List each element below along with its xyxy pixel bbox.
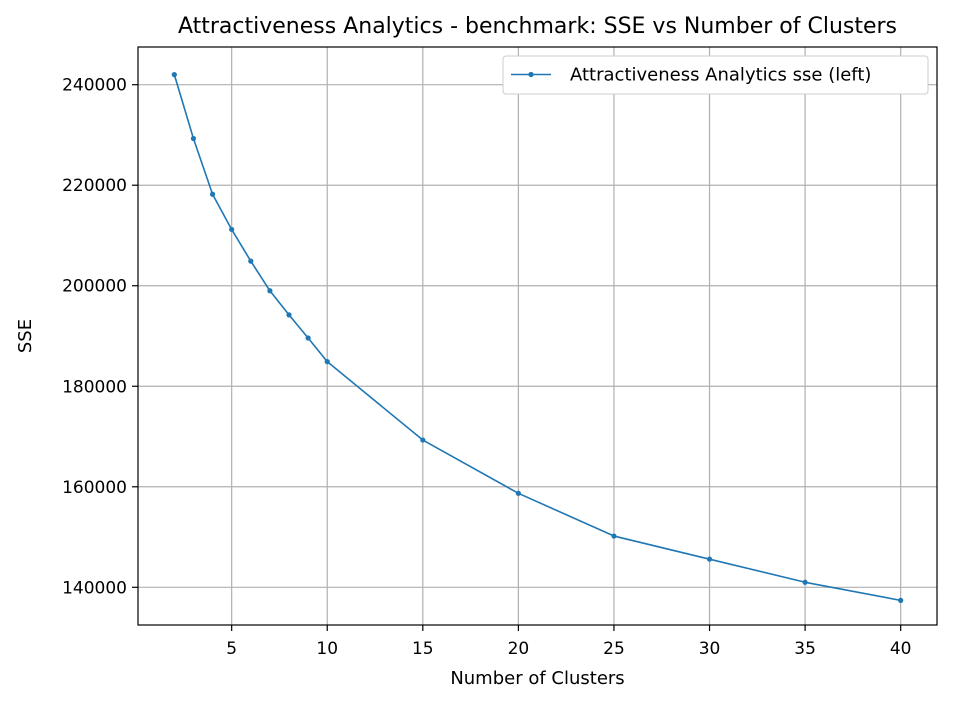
data-point bbox=[267, 288, 273, 294]
data-point bbox=[898, 597, 904, 603]
legend-box bbox=[502, 55, 929, 95]
x-axis-label: Number of Clusters bbox=[450, 668, 624, 689]
y-tick-label: 200000 bbox=[62, 277, 127, 297]
data-point bbox=[515, 490, 521, 496]
legend-marker-swatch bbox=[528, 71, 534, 78]
y-axis-ticks: 140000 160000 180000 200000 220000 240000 bbox=[62, 76, 138, 598]
data-point bbox=[171, 72, 177, 78]
data-point bbox=[305, 335, 311, 341]
x-axis-ticks: 5 10 15 20 25 30 35 40 bbox=[226, 625, 912, 659]
data-point bbox=[706, 556, 713, 562]
x-tick-label: 30 bbox=[699, 639, 721, 659]
data-point bbox=[324, 359, 330, 365]
chart-title: Attractiveness Analytics - benchmark: SS… bbox=[178, 14, 897, 39]
y-tick-label: 180000 bbox=[62, 377, 127, 397]
y-tick-label: 160000 bbox=[62, 478, 127, 498]
x-tick-label: 5 bbox=[226, 639, 237, 659]
y-tick-label: 220000 bbox=[62, 176, 127, 196]
data-point bbox=[190, 135, 197, 142]
legend-entry-label: Attractiveness Analytics sse (left) bbox=[570, 65, 871, 86]
x-tick-label: 35 bbox=[794, 639, 816, 659]
data-point bbox=[802, 579, 808, 585]
y-tick-label: 140000 bbox=[62, 578, 127, 598]
legend: Attractiveness Analytics sse (left) bbox=[502, 55, 929, 95]
data-point bbox=[611, 533, 617, 539]
plot-frame bbox=[137, 46, 938, 626]
x-tick-label: 40 bbox=[890, 639, 912, 659]
y-axis-label: SSE bbox=[15, 319, 36, 353]
data-point bbox=[229, 226, 235, 233]
x-tick-label: 25 bbox=[603, 639, 625, 659]
x-tick-label: 15 bbox=[412, 639, 434, 659]
x-tick-label: 20 bbox=[508, 639, 530, 659]
x-tick-label: 10 bbox=[316, 639, 338, 659]
data-point bbox=[209, 191, 216, 197]
data-point bbox=[286, 312, 292, 318]
series-markers bbox=[171, 72, 904, 603]
data-point bbox=[248, 258, 254, 264]
data-point bbox=[420, 437, 426, 443]
y-tick-label: 240000 bbox=[62, 76, 127, 96]
